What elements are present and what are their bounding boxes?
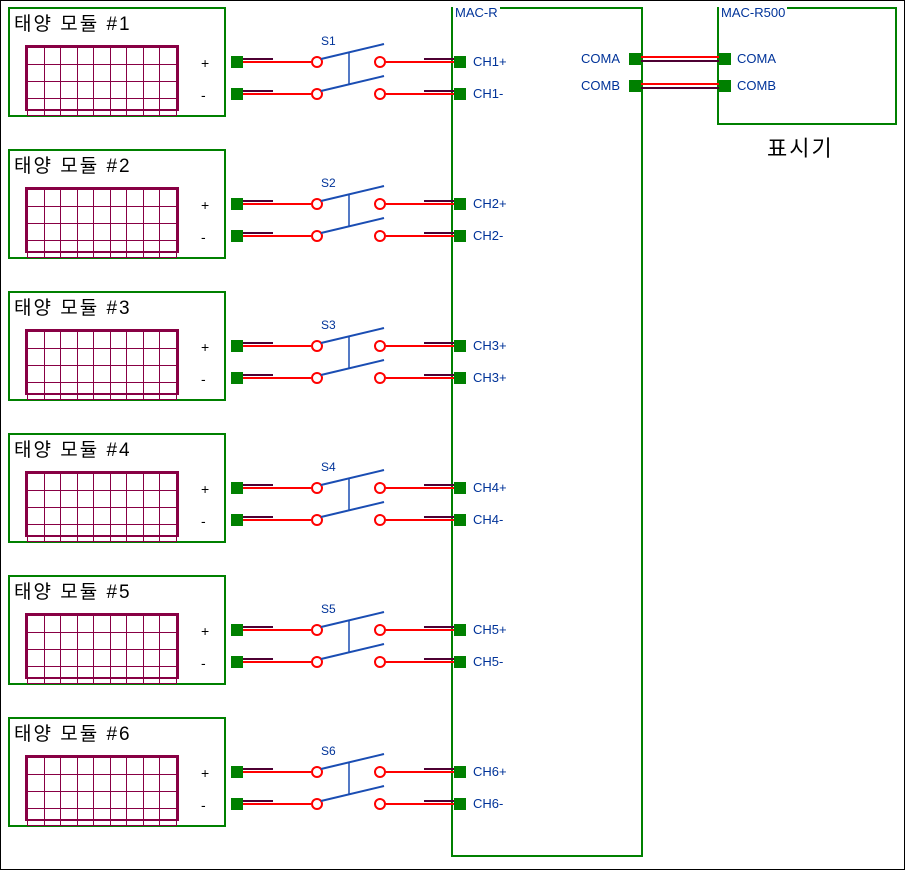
polarity-plus: + — [201, 481, 209, 497]
terminal-green — [231, 514, 243, 526]
mac-r-com-label: COMB — [581, 78, 620, 93]
solar-panel-icon — [25, 613, 179, 679]
terminal-green — [454, 482, 466, 494]
polarity-plus: + — [201, 197, 209, 213]
channel-label-pos: CH6+ — [473, 764, 507, 779]
polarity-plus: + — [201, 339, 209, 355]
terminal-green — [231, 88, 243, 100]
terminal-green — [454, 88, 466, 100]
mac-r500-com-label: COMB — [737, 78, 776, 93]
terminal-green — [454, 56, 466, 68]
diagram-canvas: MAC-R MAC-R500 표시기 COMA COMA COMB COMB 태양 모듈 #1… — [0, 0, 905, 870]
solar-module-title: 태양 모듈 #4 — [14, 435, 132, 462]
terminal-green — [231, 656, 243, 668]
terminal-green — [231, 798, 243, 810]
mac-r-box — [451, 7, 643, 857]
terminal-green — [454, 230, 466, 242]
terminal-green — [629, 53, 641, 65]
mac-r500-label: MAC-R500 — [719, 5, 787, 20]
mac-r-label: MAC-R — [453, 5, 500, 20]
terminal-green — [231, 198, 243, 210]
terminal-green — [629, 80, 641, 92]
switch-label: S2 — [321, 176, 336, 190]
terminal-green — [454, 656, 466, 668]
terminal-green — [454, 624, 466, 636]
polarity-minus: - — [201, 513, 206, 529]
solar-panel-icon — [25, 755, 179, 821]
terminal-green — [454, 798, 466, 810]
terminal-green — [231, 56, 243, 68]
terminal-green — [454, 766, 466, 778]
solar-panel-icon — [25, 45, 179, 111]
display-label: 표시기 — [767, 131, 834, 163]
terminal-green — [454, 340, 466, 352]
channel-label-neg: CH1- — [473, 86, 503, 101]
channel-label-neg: CH2- — [473, 228, 503, 243]
switch-label: S1 — [321, 34, 336, 48]
mac-r500-com-label: COMA — [737, 51, 776, 66]
switch-label: S6 — [321, 744, 336, 758]
channel-label-pos: CH5+ — [473, 622, 507, 637]
solar-module-title: 태양 모듈 #3 — [14, 293, 132, 320]
solar-module-title: 태양 모듈 #6 — [14, 719, 132, 746]
mac-r-com-label: COMA — [581, 51, 620, 66]
terminal-green — [231, 766, 243, 778]
solar-panel-icon — [25, 329, 179, 395]
solar-panel-icon — [25, 187, 179, 253]
channel-label-pos: CH4+ — [473, 480, 507, 495]
terminal-green — [231, 372, 243, 384]
channel-label-neg: CH5- — [473, 654, 503, 669]
solar-panel-icon — [25, 471, 179, 537]
terminal-green — [719, 80, 731, 92]
polarity-minus: - — [201, 229, 206, 245]
solar-module-title: 태양 모듈 #2 — [14, 151, 132, 178]
terminal-green — [231, 624, 243, 636]
switch-label: S5 — [321, 602, 336, 616]
channel-label-neg: CH6- — [473, 796, 503, 811]
polarity-plus: + — [201, 55, 209, 71]
switch-label: S4 — [321, 460, 336, 474]
channel-label-neg: CH3+ — [473, 370, 507, 385]
polarity-minus: - — [201, 797, 206, 813]
solar-module-title: 태양 모듈 #5 — [14, 577, 132, 604]
channel-label-pos: CH1+ — [473, 54, 507, 69]
channel-label-pos: CH3+ — [473, 338, 507, 353]
terminal-green — [231, 230, 243, 242]
polarity-minus: - — [201, 371, 206, 387]
solar-module-title: 태양 모듈 #1 — [14, 9, 132, 36]
polarity-plus: + — [201, 765, 209, 781]
polarity-plus: + — [201, 623, 209, 639]
terminal-green — [231, 340, 243, 352]
mac-r500-box — [717, 7, 897, 125]
polarity-minus: - — [201, 655, 206, 671]
terminal-green — [231, 482, 243, 494]
terminal-green — [719, 53, 731, 65]
switch-label: S3 — [321, 318, 336, 332]
terminal-green — [454, 372, 466, 384]
terminal-green — [454, 198, 466, 210]
terminal-green — [454, 514, 466, 526]
channel-label-pos: CH2+ — [473, 196, 507, 211]
polarity-minus: - — [201, 87, 206, 103]
channel-label-neg: CH4- — [473, 512, 503, 527]
